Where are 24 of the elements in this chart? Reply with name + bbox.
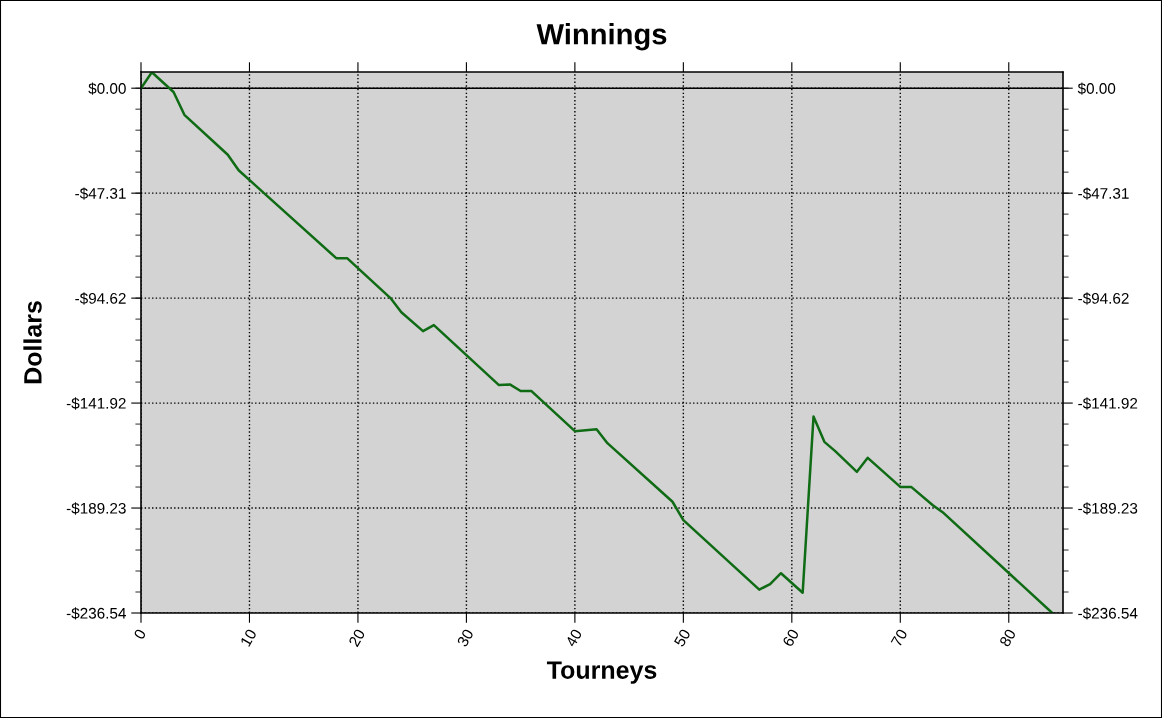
x-tick-label: 50 bbox=[673, 628, 691, 648]
y-tick-label: -$236.54 bbox=[66, 607, 126, 620]
x-tick-label: 80 bbox=[999, 628, 1017, 648]
x-tick-label: 20 bbox=[348, 628, 366, 648]
x-tick-label: 60 bbox=[782, 628, 800, 648]
y-tick-label: -$94.62 bbox=[75, 292, 126, 305]
y2-tick-label: -$94.62 bbox=[1078, 292, 1129, 305]
y2-tick-label: -$141.92 bbox=[1078, 397, 1138, 410]
y-tick-label: $0.00 bbox=[88, 82, 126, 95]
x-tick-label: 70 bbox=[890, 628, 908, 648]
y2-tick-label: $0.00 bbox=[1077, 82, 1116, 95]
x-tick-label: 0 bbox=[133, 628, 147, 641]
chart-title: Winnings bbox=[536, 23, 667, 51]
y2-tick-label: -$236.54 bbox=[1078, 607, 1138, 620]
y-tick-label: -$141.92 bbox=[66, 397, 126, 410]
x-axis-title: Tourneys bbox=[546, 661, 657, 684]
x-tick-label: 10 bbox=[239, 628, 257, 647]
y2-tick-label: -$189.23 bbox=[1078, 502, 1138, 515]
y-tick-label: -$189.23 bbox=[66, 502, 126, 515]
x-tick-label: 30 bbox=[456, 628, 474, 648]
y-axis-title: Dollars bbox=[23, 301, 42, 384]
y2-tick-label: -$47.31 bbox=[1078, 187, 1129, 200]
y-tick-label: -$47.31 bbox=[75, 187, 126, 200]
x-tick-label: 40 bbox=[564, 628, 583, 648]
